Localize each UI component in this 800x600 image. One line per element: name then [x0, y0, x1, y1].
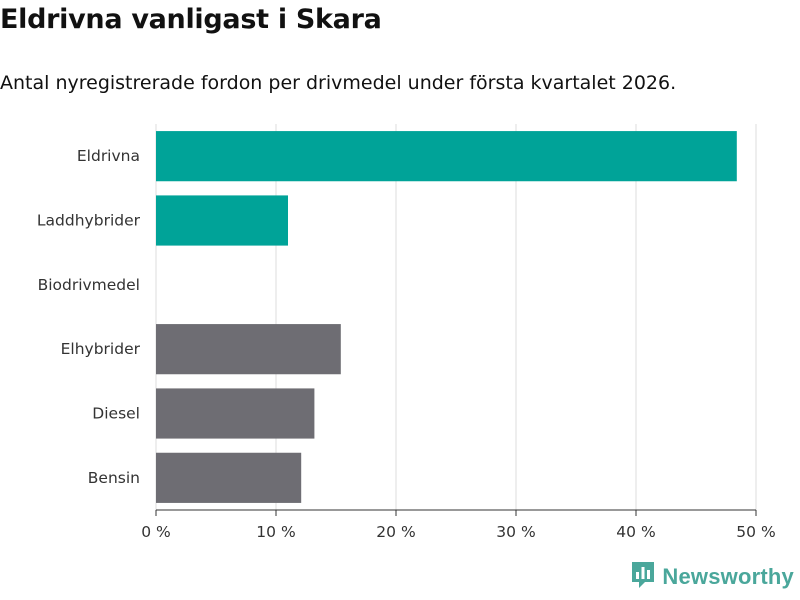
bar-diesel: [156, 388, 315, 439]
category-label: Eldrivna: [77, 147, 140, 165]
logo-text: Newsworthy: [662, 564, 794, 589]
x-axis-ticks: 0 % 10 % 20 % 30 % 40 % 50 %: [141, 509, 776, 541]
chart-subtitle: Antal nyregistrerade fordon per drivmede…: [0, 72, 677, 94]
category-label: Biodrivmedel: [38, 276, 140, 294]
category-label: Bensin: [88, 469, 140, 487]
bar-bensin: [156, 452, 302, 503]
category-label: Laddhybrider: [37, 212, 141, 230]
grid-lines: [155, 124, 757, 510]
category-label: Elhybrider: [61, 340, 141, 358]
x-tick-label: 30 %: [496, 523, 535, 541]
x-tick-label: 0 %: [141, 523, 171, 541]
x-tick-label: 20 %: [376, 523, 415, 541]
category-labels: Eldrivna Laddhybrider Biodrivmedel Elhybrid…: [37, 147, 141, 487]
category-label: Diesel: [92, 405, 140, 423]
x-tick-label: 50 %: [736, 523, 775, 541]
bar-chart-badge-icon: [630, 560, 656, 594]
bars: [156, 131, 737, 503]
bar-laddhybrider: [156, 195, 288, 246]
x-tick-label: 40 %: [616, 523, 655, 541]
x-tick-label: 10 %: [256, 523, 295, 541]
bar-eldrivna: [156, 131, 737, 182]
chart-title: Eldrivna vanligast i Skara: [0, 4, 382, 35]
newsworthy-logo: Newsworthy: [630, 560, 794, 594]
bar-elhybrider: [156, 324, 341, 375]
